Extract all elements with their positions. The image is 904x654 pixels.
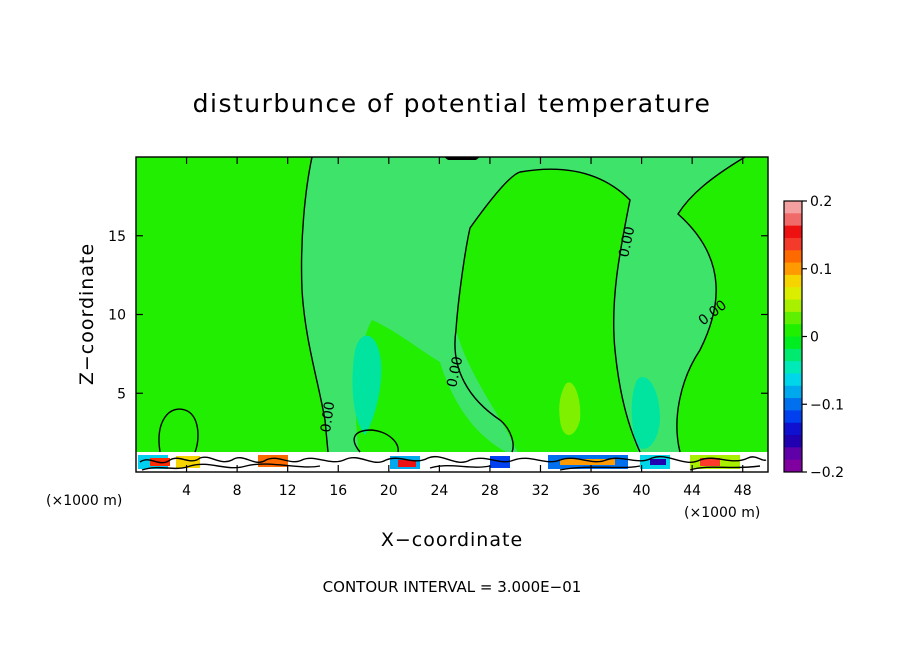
colorbar-segment: [784, 447, 802, 461]
chart-title: disturbunce of potential temperature: [193, 89, 712, 118]
contour-label-1: 0.00: [318, 400, 338, 433]
x-tick-label: 20: [380, 483, 398, 499]
cyan-patch-2: [631, 376, 660, 449]
colorbar-tick-label: 0: [810, 330, 819, 346]
y-axis-label: Z−coordinate: [76, 243, 98, 385]
colorbar-segment: [784, 274, 802, 288]
contour-zero-mid-lower: [454, 329, 514, 453]
x-tick-label: 32: [532, 483, 550, 499]
x-tick-label: 16: [329, 483, 347, 499]
yellowgreen-patch: [559, 382, 581, 435]
x-tick-label: 28: [481, 483, 499, 499]
colorbar-segment: [784, 398, 802, 411]
colorbar-tick-label: −0.1: [810, 397, 844, 413]
x-tick-label: 48: [734, 483, 752, 499]
colorbar-segment: [784, 225, 802, 239]
colorbar-segment: [784, 262, 802, 276]
x-tick-label: 12: [279, 483, 297, 499]
colorbar-segment: [784, 237, 802, 251]
y-axis: 5 10 15: [108, 229, 768, 402]
contour-zero-middle: [353, 168, 641, 453]
x-tick-label: 4: [182, 483, 191, 499]
colorbar-segment: [784, 250, 802, 264]
colorbar-segment: [784, 422, 802, 436]
colorbar-tick-label: 0.2: [810, 194, 832, 210]
top-cap: [444, 157, 480, 160]
colorbar-segment: [784, 299, 802, 313]
colorbar-segment: [784, 459, 802, 473]
contour-surface-noise-2: [141, 463, 761, 471]
y-tick-label: 15: [108, 229, 126, 245]
negative-region-west: [301, 157, 745, 458]
colorbar-tick-label: 0.1: [810, 262, 832, 278]
colorbar-segment: [784, 435, 802, 448]
x-tick-label: 36: [582, 483, 600, 499]
cyan-patch-1: [352, 335, 382, 435]
colorbar-segment: [784, 201, 802, 214]
x-unit-right: (×1000 m): [684, 505, 760, 521]
contour-label-2: 0.00: [444, 355, 466, 389]
colorbar: 0.2 0.1 0 −0.1 −0.2: [783, 194, 844, 481]
colorbar-segment: [784, 373, 802, 387]
colorbar-tick-label: −0.2: [810, 465, 844, 481]
contour-zero-west: [300, 157, 329, 453]
colorbar-segment: [784, 324, 802, 337]
colorbar-segment: [784, 410, 802, 424]
x-axis-label: X−coordinate: [381, 529, 523, 551]
colorbar-segment: [784, 213, 802, 227]
y-tick-label: 10: [108, 308, 126, 324]
contour-label-3: 0.00: [616, 225, 638, 259]
colorbar-segment: [784, 311, 802, 325]
surface-layer: [136, 452, 768, 472]
x-axis: 4 8 12 16 20 24 28 32 36 40 44 48: [182, 157, 752, 499]
x-tick-label: 40: [633, 483, 651, 499]
contour-zero-east: [676, 157, 746, 453]
colorbar-segment: [784, 336, 802, 350]
y-tick-label: 5: [117, 386, 126, 402]
plot-area: 0.00 0.00 0.00 0.00: [136, 157, 768, 472]
x-tick-label: 24: [430, 483, 448, 499]
colorbar-segment: [784, 385, 802, 399]
contour-interval-note: CONTOUR INTERVAL = 3.000E−01: [323, 578, 582, 596]
colorbar-segment: [784, 348, 802, 362]
x-tick-label: 44: [683, 483, 701, 499]
contour-small-dome: [158, 408, 199, 453]
colorbar-segment: [784, 361, 802, 374]
colorbar-segment: [784, 287, 802, 301]
contour-lines: [139, 157, 767, 471]
x-unit-left: (×1000 m): [46, 493, 122, 509]
x-tick-label: 8: [233, 483, 242, 499]
contour-surface-noise: [139, 455, 767, 464]
